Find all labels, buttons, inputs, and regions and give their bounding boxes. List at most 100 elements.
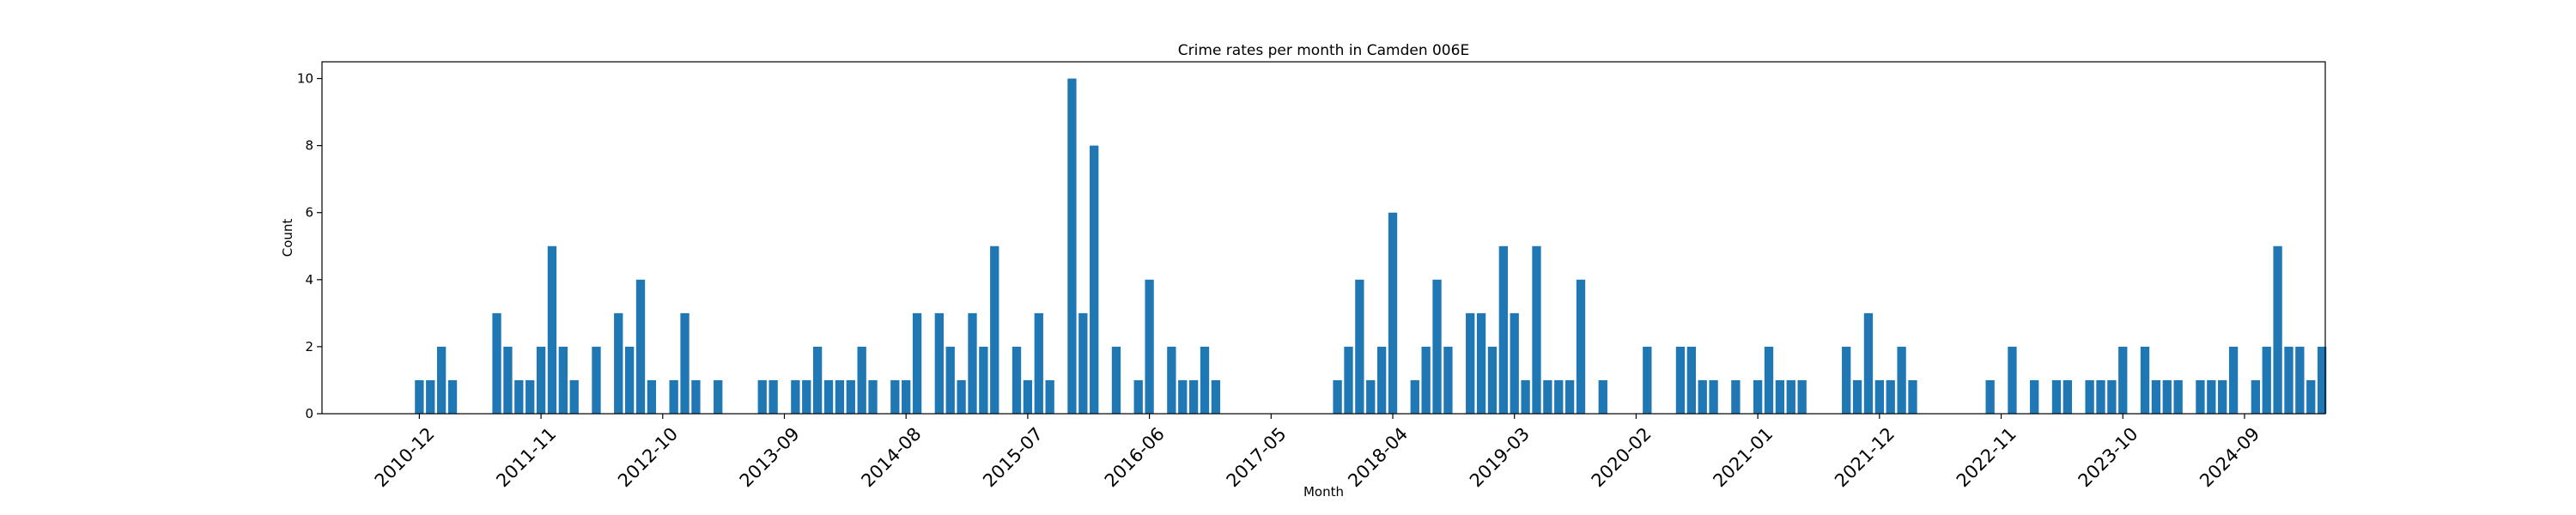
- bar: [968, 312, 977, 414]
- bar: [1863, 312, 1874, 414]
- bar: [1466, 312, 1475, 414]
- bar: [2207, 379, 2216, 414]
- bar: [426, 379, 435, 414]
- bar: [857, 346, 866, 414]
- bar: [1675, 346, 1686, 414]
- bar: [2306, 379, 2316, 414]
- bar: [2262, 346, 2271, 414]
- x-tick-label: 2013-09: [736, 423, 804, 491]
- bar: [526, 379, 535, 414]
- bar: [1178, 379, 1188, 414]
- bar: [2063, 379, 2072, 414]
- bar: [1145, 279, 1154, 414]
- bar: [1355, 279, 1364, 414]
- bar: [2173, 379, 2183, 414]
- bar: [1510, 312, 1519, 414]
- bar: [835, 379, 845, 414]
- x-tick-label: 2019-03: [1466, 423, 1534, 491]
- bar: [823, 379, 834, 414]
- bar: [2030, 379, 2039, 414]
- bar: [1521, 379, 1530, 414]
- bar: [1786, 379, 1795, 414]
- x-tick-label: 2011-11: [492, 423, 560, 491]
- y-axis: 0 2 4 6 8 10: [297, 71, 322, 421]
- bar: [1067, 78, 1077, 415]
- bar: [1731, 379, 1741, 414]
- plot-frame: [321, 61, 2326, 415]
- bar: [1598, 379, 1607, 414]
- bar: [1852, 379, 1862, 414]
- bar: [569, 379, 579, 414]
- bar: [2107, 379, 2117, 414]
- bar: [979, 346, 988, 414]
- bar: [1764, 346, 1774, 414]
- bar: [2196, 379, 2205, 414]
- bar: [2008, 346, 2017, 414]
- bar: [1532, 245, 1541, 414]
- bar: [614, 312, 623, 414]
- bar: [714, 379, 723, 414]
- bar: [1078, 312, 1088, 414]
- bar: [2317, 346, 2327, 414]
- bar: [1886, 379, 1895, 414]
- bar: [1842, 346, 1851, 414]
- x-tick-label: 2015-07: [979, 423, 1047, 491]
- bar: [1023, 379, 1033, 414]
- bar: [2051, 379, 2062, 414]
- bar: [2096, 379, 2105, 414]
- bar: [1388, 212, 1398, 414]
- bar: [1432, 279, 1442, 414]
- bar: [2118, 346, 2128, 414]
- bar: [1554, 379, 1564, 414]
- bar: [2284, 346, 2293, 414]
- bar: [1564, 379, 1575, 414]
- bar: [902, 379, 911, 414]
- bar: [1333, 379, 1342, 414]
- y-tick-label: 4: [305, 272, 313, 288]
- bar: [1543, 379, 1552, 414]
- bar: [1167, 346, 1176, 414]
- x-tick-label: 2014-08: [857, 423, 925, 491]
- bar: [691, 379, 701, 414]
- bar: [1410, 379, 1419, 414]
- bar: [757, 379, 767, 414]
- bar: [890, 379, 900, 414]
- x-tick-label: 2023-10: [2075, 423, 2142, 491]
- bar: [592, 346, 601, 414]
- bar: [1985, 379, 1995, 414]
- bar: [558, 346, 568, 414]
- bar: [2218, 379, 2227, 414]
- bar: [624, 346, 635, 414]
- x-tick-label: 2022-11: [1953, 423, 2020, 491]
- x-tick-label: 2020-02: [1588, 423, 1656, 491]
- bar: [1012, 346, 1022, 414]
- x-tick-label: 2012-10: [614, 423, 682, 491]
- bar: [1709, 379, 1718, 414]
- x-tick-label: 2010-12: [371, 423, 439, 491]
- bar: [2251, 379, 2260, 414]
- bar: [1344, 346, 1353, 414]
- bar: [2162, 379, 2172, 414]
- x-tick-label: 2016-06: [1101, 423, 1169, 491]
- x-tick-label: 2021-01: [1709, 423, 1777, 491]
- bar: [791, 379, 800, 414]
- bar: [2273, 245, 2282, 414]
- bar: [1443, 346, 1453, 414]
- x-tick-label: 2024-09: [2196, 423, 2263, 491]
- x-tick-label: 2021-12: [1831, 423, 1899, 491]
- bar: [680, 312, 690, 414]
- bar: [635, 279, 646, 414]
- bar: [2295, 346, 2305, 414]
- bar: [1874, 379, 1884, 414]
- bar: [647, 379, 657, 414]
- bar: [1111, 346, 1121, 414]
- bar: [1698, 379, 1707, 414]
- bar: [514, 379, 524, 414]
- bar: [1211, 379, 1221, 414]
- bar: [1753, 379, 1763, 414]
- bar: [1034, 312, 1043, 414]
- bar: [1188, 379, 1199, 414]
- bar: [812, 346, 823, 414]
- bar: [547, 245, 557, 414]
